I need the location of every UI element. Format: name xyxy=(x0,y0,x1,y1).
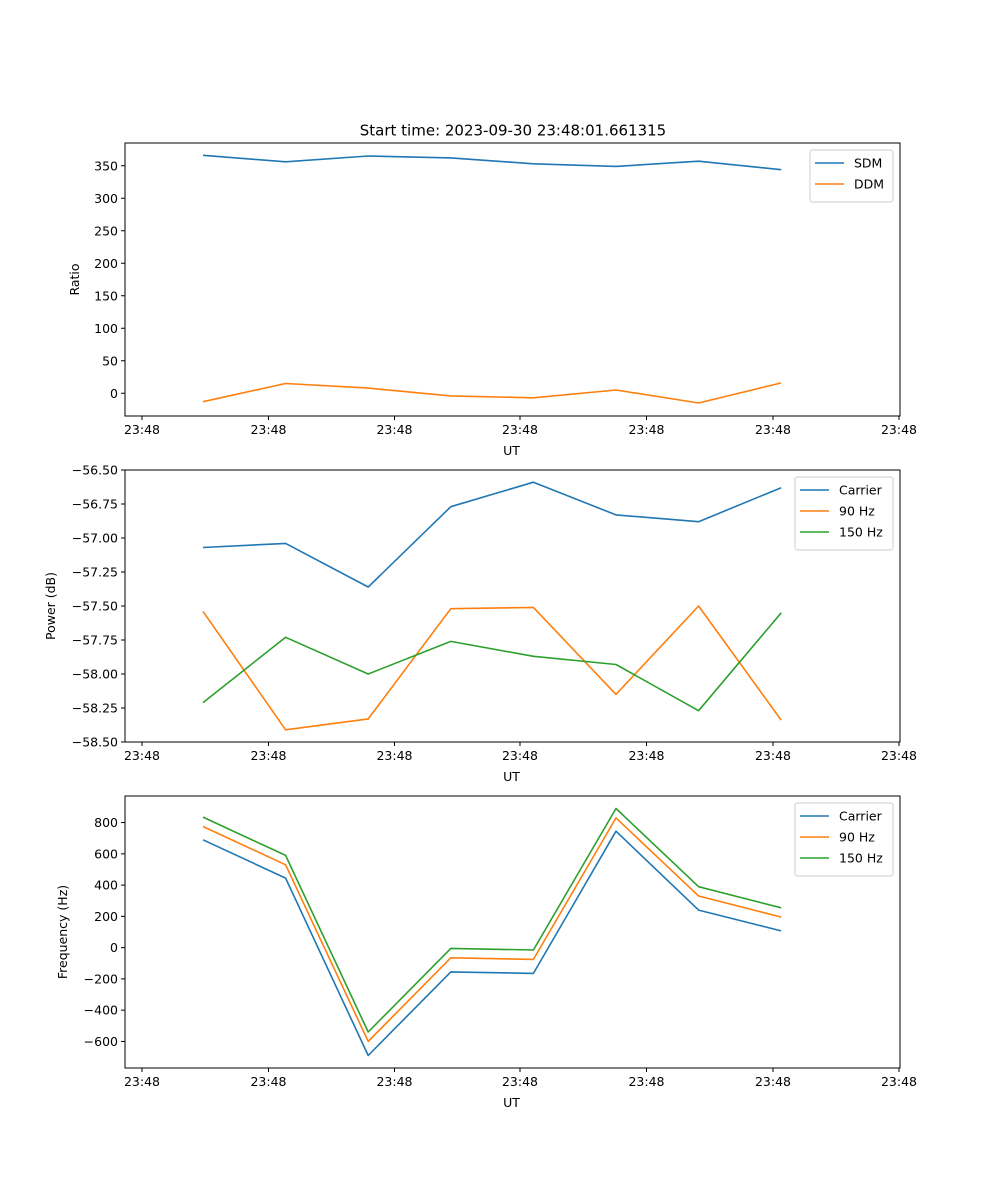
x-tick-label: 23:48 xyxy=(755,422,791,437)
y-tick-label: 200 xyxy=(94,256,118,271)
x-tick-label: 23:48 xyxy=(628,1074,664,1089)
y-tick-label: −400 xyxy=(84,1003,118,1018)
x-tick-label: 23:48 xyxy=(250,422,286,437)
x-tick-label: 23:48 xyxy=(628,748,664,763)
y-tick-label: −57.50 xyxy=(72,599,118,614)
y-tick-label: 50 xyxy=(102,353,118,368)
legend-entry: Carrier xyxy=(839,483,883,498)
y-axis-label: Frequency (Hz) xyxy=(55,885,70,979)
figure-title: Start time: 2023-09-30 23:48:01.661315 xyxy=(360,122,666,140)
series-line-150-hz xyxy=(202,612,782,712)
y-tick-label: −56.50 xyxy=(72,463,118,478)
y-tick-label: −57.25 xyxy=(72,565,118,580)
x-axis-label: UT xyxy=(503,1095,520,1110)
x-tick-label: 23:48 xyxy=(250,748,286,763)
legend-entry: DDM xyxy=(854,177,884,192)
axes-frame xyxy=(124,142,901,417)
y-tick-label: 100 xyxy=(94,321,118,336)
x-tick-label: 23:48 xyxy=(124,1074,160,1089)
y-tick-label: 600 xyxy=(94,846,118,861)
legend: Carrier 90 Hz 150 Hz xyxy=(794,476,894,551)
y-tick-label: 800 xyxy=(94,815,118,830)
x-tick-label: 23:48 xyxy=(881,748,917,763)
x-tick-label: 23:48 xyxy=(755,1074,791,1089)
x-tick-label: 23:48 xyxy=(124,422,160,437)
y-tick-label: −600 xyxy=(84,1034,118,1049)
x-tick-label: 23:48 xyxy=(124,748,160,763)
y-tick-label: −56.75 xyxy=(72,497,118,512)
ratio-panel: 23:48 23:48 23:48 23:48 23:48 23:48 23:48 0 50 10… xyxy=(67,142,917,458)
x-tick-label: 23:48 xyxy=(376,1074,412,1089)
y-tick-label: 200 xyxy=(94,909,118,924)
y-tick-label: −57.75 xyxy=(72,633,118,648)
y-tick-label: −58.25 xyxy=(72,701,118,716)
series-line-150-hz xyxy=(202,807,782,1033)
y-tick-label: 400 xyxy=(94,878,118,893)
legend: Carrier 90 Hz 150 Hz xyxy=(794,802,894,877)
x-tick-label: 23:48 xyxy=(628,422,664,437)
x-axis-label: UT xyxy=(503,443,520,458)
x-tick-label: 23:48 xyxy=(502,1074,538,1089)
legend-entry: Carrier xyxy=(839,809,883,824)
y-axis-label: Ratio xyxy=(67,263,82,295)
x-tick-label: 23:48 xyxy=(755,748,791,763)
series-line-carrier xyxy=(202,830,782,1057)
x-tick-label: 23:48 xyxy=(881,422,917,437)
x-tick-label: 23:48 xyxy=(502,748,538,763)
axes-frame xyxy=(124,469,901,743)
legend-entry: SDM xyxy=(854,156,882,171)
y-tick-label: 350 xyxy=(94,158,118,173)
x-axis-label: UT xyxy=(503,769,520,784)
series-line-sdm xyxy=(202,154,782,171)
x-tick-label: 23:48 xyxy=(502,422,538,437)
power-panel: 23:48 23:48 23:48 23:48 23:48 23:48 23:48 −58.5… xyxy=(43,463,917,785)
legend-entry: 90 Hz xyxy=(839,504,875,519)
legend-entry: 150 Hz xyxy=(839,525,883,540)
x-tick-label: 23:48 xyxy=(376,748,412,763)
x-tick-label: 23:48 xyxy=(376,422,412,437)
series-line-carrier xyxy=(202,481,782,588)
legend: SDM DDM xyxy=(809,149,894,203)
legend-entry: 150 Hz xyxy=(839,851,883,866)
y-tick-label: −200 xyxy=(84,971,118,986)
y-tick-label: −58.00 xyxy=(72,667,118,682)
y-tick-label: 0 xyxy=(110,940,118,955)
y-tick-label: −58.50 xyxy=(72,735,118,750)
x-tick-label: 23:48 xyxy=(881,1074,917,1089)
y-tick-label: 0 xyxy=(110,386,118,401)
y-tick-label: 300 xyxy=(94,191,118,206)
series-line-90-hz xyxy=(202,605,782,731)
legend-entry: 90 Hz xyxy=(839,830,875,845)
x-tick-label: 23:48 xyxy=(250,1074,286,1089)
series-line-90-hz xyxy=(202,817,782,1043)
y-axis-label: Power (dB) xyxy=(43,572,58,640)
axes-frame xyxy=(124,795,901,1069)
y-tick-label: 250 xyxy=(94,223,118,238)
y-tick-label: 150 xyxy=(94,288,118,303)
series-line-ddm xyxy=(202,382,782,404)
y-tick-label: −57.00 xyxy=(72,531,118,546)
frequency-panel: 23:48 23:48 23:48 23:48 23:48 23:48 23:48 −600 −… xyxy=(55,795,917,1110)
